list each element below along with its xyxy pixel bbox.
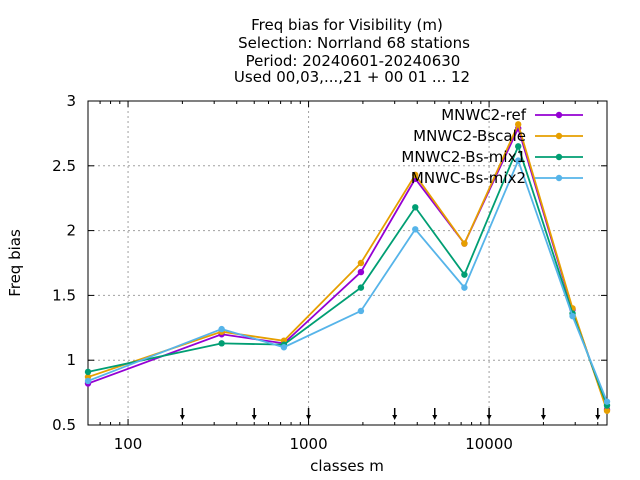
class-marker-arrow [486, 415, 492, 420]
x-tick-label: 1000 [289, 435, 327, 453]
series-point-2 [412, 204, 419, 211]
series-point-3 [357, 307, 365, 315]
series-point-0 [357, 268, 365, 276]
x-axis-label: classes m [310, 457, 384, 475]
title-line-2: Selection: Norrland 68 stations [238, 34, 470, 52]
series-point-1 [357, 259, 365, 267]
legend-label: MNWC2-Bs-mix1 [401, 148, 526, 166]
y-tick-label: 1.5 [52, 286, 76, 304]
legend-label: MNWC2-Bscale [413, 127, 526, 145]
y-axis-ticks: 0.5 1 1.5 2 2.5 3 [52, 92, 607, 434]
series-point-1 [412, 171, 419, 179]
series-point-3 [515, 157, 522, 164]
title-line-1: Freq bias for Visibility (m) [251, 16, 443, 34]
series-point-1 [515, 121, 522, 128]
x-axis-ticks: 100 1000 10000 [99, 101, 599, 453]
series-layer [84, 121, 611, 414]
class-markers [179, 408, 601, 420]
class-marker-arrow [392, 415, 398, 420]
series-point-3 [569, 312, 576, 320]
y-axis-label: Freq bias [6, 229, 24, 297]
series-line-0 [87, 125, 608, 410]
chart-title: Freq bias for Visibility (m) Selection: … [234, 16, 470, 86]
class-marker-arrow [432, 415, 438, 420]
y-tick-label: 2.5 [52, 157, 76, 175]
grid [88, 101, 607, 425]
series-point-3 [412, 226, 419, 233]
class-marker-arrow [306, 415, 312, 420]
series-point-1 [461, 240, 468, 247]
y-tick-label: 2 [66, 222, 76, 240]
legend-swatch-point [555, 153, 563, 161]
plot-border [87, 100, 608, 426]
class-marker-arrow [179, 415, 185, 420]
series-point-2 [218, 340, 225, 347]
legend-label: MNWC-Bs-mix2 [411, 169, 526, 187]
class-marker-arrow [251, 415, 257, 420]
legend-swatch-point [555, 132, 563, 140]
series-point-1 [603, 407, 611, 414]
series-point-3 [461, 284, 468, 291]
legend-swatch-point [555, 111, 563, 119]
y-tick-label: 3 [66, 92, 76, 110]
class-marker-arrow [595, 415, 601, 420]
series-point-3 [603, 398, 611, 405]
class-marker-arrow [540, 415, 546, 420]
series-point-2 [84, 368, 92, 376]
plot-frame [87, 100, 608, 426]
series-line-3 [87, 158, 608, 403]
series-point-2 [461, 271, 468, 278]
x-tick-label: 10000 [465, 435, 513, 453]
legend-label: MNWC2-ref [441, 106, 526, 124]
y-tick-label: 0.5 [52, 416, 76, 434]
series-point-3 [84, 377, 92, 385]
title-line-3: Period: 20240601-20240630 [246, 52, 461, 70]
legend-swatch-point [555, 174, 563, 182]
series-point-2 [515, 143, 522, 150]
title-line-4: Used 00,03,...,21 + 00 01 ... 12 [234, 68, 470, 86]
legend: MNWC2-ref MNWC2-Bscale MNWC2-Bs-mix1 MNWC-B… [401, 106, 583, 187]
series-point-3 [218, 325, 225, 333]
series-point-2 [357, 284, 365, 291]
x-tick-label: 100 [114, 435, 143, 453]
y-tick-label: 1 [66, 351, 76, 369]
series-point-3 [280, 344, 288, 351]
